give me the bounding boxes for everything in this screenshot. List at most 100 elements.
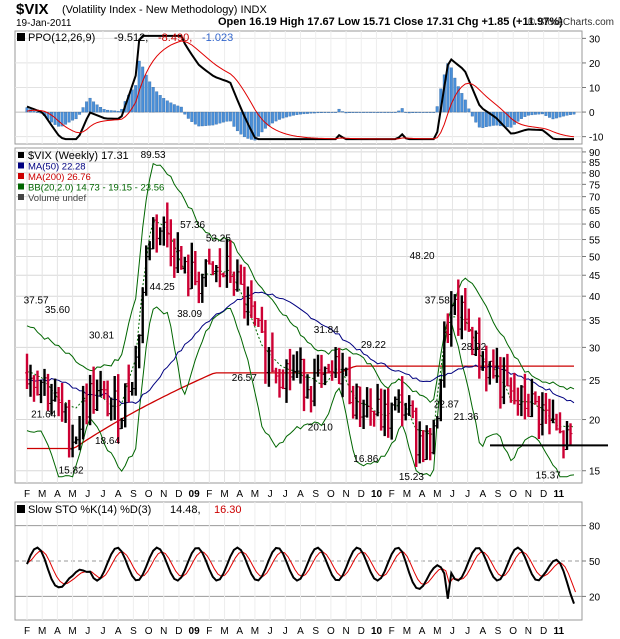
x-tick-label: N <box>160 489 167 500</box>
ppo-histogram-bar <box>193 111 197 125</box>
y-tick-label: 15 <box>589 467 601 478</box>
price-bar <box>478 317 481 379</box>
x-tick-label: N <box>525 626 532 637</box>
x-tick-label: M <box>403 626 411 637</box>
y-tick-label: 25 <box>589 376 601 387</box>
price-annotation: 15.37 <box>536 470 561 481</box>
ppo-histogram-bar <box>109 110 113 113</box>
price-bar <box>292 354 295 381</box>
price-bar <box>36 370 39 396</box>
y-tick-label: 80 <box>589 169 601 180</box>
price-bar <box>313 358 316 407</box>
price-bar <box>155 214 158 253</box>
price-bar <box>425 425 428 460</box>
price-bar <box>369 388 372 426</box>
price-bar <box>138 334 141 369</box>
price-bar <box>344 367 348 377</box>
legend-entry: Volume undef <box>28 193 86 204</box>
x-tick-label: A <box>115 626 122 637</box>
price-bar <box>397 389 400 413</box>
ppo-histogram-bar <box>407 111 411 114</box>
x-tick-label: M <box>38 489 46 500</box>
ppo-histogram-bar <box>249 111 253 140</box>
ppo-histogram-bar <box>512 111 516 125</box>
price-bar <box>134 345 137 396</box>
x-tick-label: N <box>342 489 349 500</box>
symbol-name: (Volatility Index - New Methodology) IND… <box>62 4 267 16</box>
x-tick-label: 11 <box>554 626 565 637</box>
x-axis-main: F M A M J J A S O N D 09 F M A M J J A S O N D 10 F M A M J J A S O N D 11 <box>24 489 565 500</box>
bollinger-lower <box>26 306 575 478</box>
price-annotation: 28.92 <box>461 342 486 353</box>
ppo-histogram-bar <box>505 111 509 128</box>
y-tick-label: -10 <box>589 133 604 144</box>
price-bar <box>464 288 467 331</box>
ppo-histogram-bar <box>99 107 103 113</box>
price-bar <box>250 280 253 318</box>
ppo-histogram-bar <box>337 108 341 113</box>
ppo-histogram-bar <box>67 111 71 123</box>
price-bar <box>348 356 351 405</box>
symbol: $VIX <box>16 1 49 18</box>
price-annotation: 21.64 <box>31 410 56 421</box>
x-tick-label: O <box>509 626 517 637</box>
price-bar <box>67 399 71 458</box>
x-tick-label: D <box>540 626 547 637</box>
ppo-histogram-bar <box>558 111 562 118</box>
x-tick-label: A <box>419 489 426 500</box>
ppo-histogram-bar <box>467 108 471 113</box>
x-tick-label: A <box>297 626 304 637</box>
ppo-histogram-bar <box>60 111 64 127</box>
price-bar <box>60 383 64 422</box>
price-bar <box>530 378 534 418</box>
x-tick-label: A <box>479 626 486 637</box>
price-bar <box>106 380 109 417</box>
price-bar <box>152 217 155 250</box>
x-tick-label: F <box>389 489 395 500</box>
ppo-histogram-bar <box>323 111 327 113</box>
price-bar <box>558 412 562 434</box>
ppo-histogram-bar <box>414 111 418 113</box>
sto-label: Slow STO %K(14) %D(3) <box>28 504 151 516</box>
price-bar <box>288 348 292 391</box>
price-bar <box>215 265 218 283</box>
ppo-histogram-bar <box>50 111 53 123</box>
price-bar <box>383 389 386 437</box>
x-tick-label: M <box>220 489 228 500</box>
price-annotation: 22.87 <box>434 400 459 411</box>
price-annotation: 18.64 <box>95 436 120 447</box>
price-bar <box>50 383 53 415</box>
x-tick-label: J <box>283 489 288 500</box>
price-bar <box>376 383 379 417</box>
price-bar <box>499 356 502 409</box>
price-bar <box>232 271 236 296</box>
ppo-histogram-bar <box>278 111 281 120</box>
ppo-histogram-bar <box>341 111 345 113</box>
x-tick-label: J <box>85 626 90 637</box>
price-annotation: 30.81 <box>89 331 114 342</box>
price-bar <box>516 387 520 416</box>
x-tick-label: 10 <box>371 626 383 637</box>
price-bar <box>243 266 246 319</box>
x-tick-label: S <box>495 489 502 500</box>
ppo-histogram-bar <box>474 111 478 123</box>
ppo-histogram-bar <box>186 111 190 119</box>
price-bar <box>204 259 207 287</box>
price-bar <box>513 373 516 405</box>
price-bar <box>436 416 439 429</box>
price-bar <box>457 279 460 336</box>
x-tick-label: J <box>465 626 470 637</box>
ppo-histogram-bar <box>565 111 569 116</box>
price-annotation: 26.57 <box>232 373 257 384</box>
price-annotation: 31.84 <box>314 325 339 336</box>
price-bar <box>267 347 271 387</box>
price-bar <box>443 321 446 388</box>
x-tick-label: J <box>101 489 106 500</box>
price-bar <box>467 308 470 332</box>
price-bar <box>327 363 330 374</box>
x-tick-label: 11 <box>554 489 565 500</box>
ppo-value: -9.512, <box>114 32 148 44</box>
sto-k-value: 14.48, <box>170 504 201 516</box>
ppo-histogram-bar <box>421 111 425 113</box>
